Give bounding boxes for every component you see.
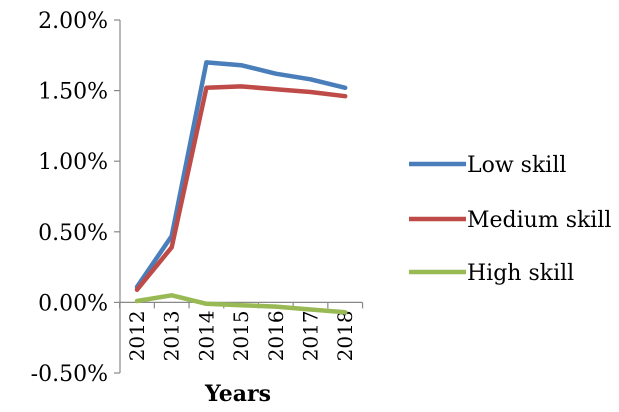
series-line-high-skill [134, 293, 348, 315]
y-tick-label: 1.00% [38, 150, 108, 175]
x-tick-label: 2018 [333, 310, 357, 361]
legend-label: High skill [467, 261, 574, 286]
series-line-low-skill [134, 60, 348, 290]
x-tick-label: 2015 [229, 310, 253, 361]
x-axis-ticks: 2012 2013 2014 2015 2016 2017 2018 [119, 302, 364, 361]
axes [119, 20, 363, 373]
series-lines [134, 60, 348, 315]
y-tick-label: 0.50% [38, 221, 108, 246]
y-tick-label: 2.00% [38, 9, 108, 34]
y-tick-label: 1.50% [38, 80, 108, 105]
y-axis-ticks: -0.50% 0.00% 0.50% 1.00% 1.50% 2.00% [31, 9, 120, 387]
x-tick-label: 2017 [299, 310, 323, 361]
x-tick-label: 2016 [264, 310, 288, 361]
x-tick-label: 2014 [194, 310, 218, 361]
legend-label: Low skill [467, 153, 566, 178]
series-line-medium-skill [134, 84, 348, 292]
x-axis-title: Years [204, 381, 271, 407]
y-tick-label: 0.00% [38, 291, 108, 316]
legend: Low skill Medium skill High skill [409, 153, 611, 286]
x-tick-label: 2012 [125, 310, 149, 361]
x-tick-label: 2013 [160, 310, 184, 361]
y-tick-label: -0.50% [31, 362, 108, 387]
legend-label: Medium skill [467, 208, 611, 233]
